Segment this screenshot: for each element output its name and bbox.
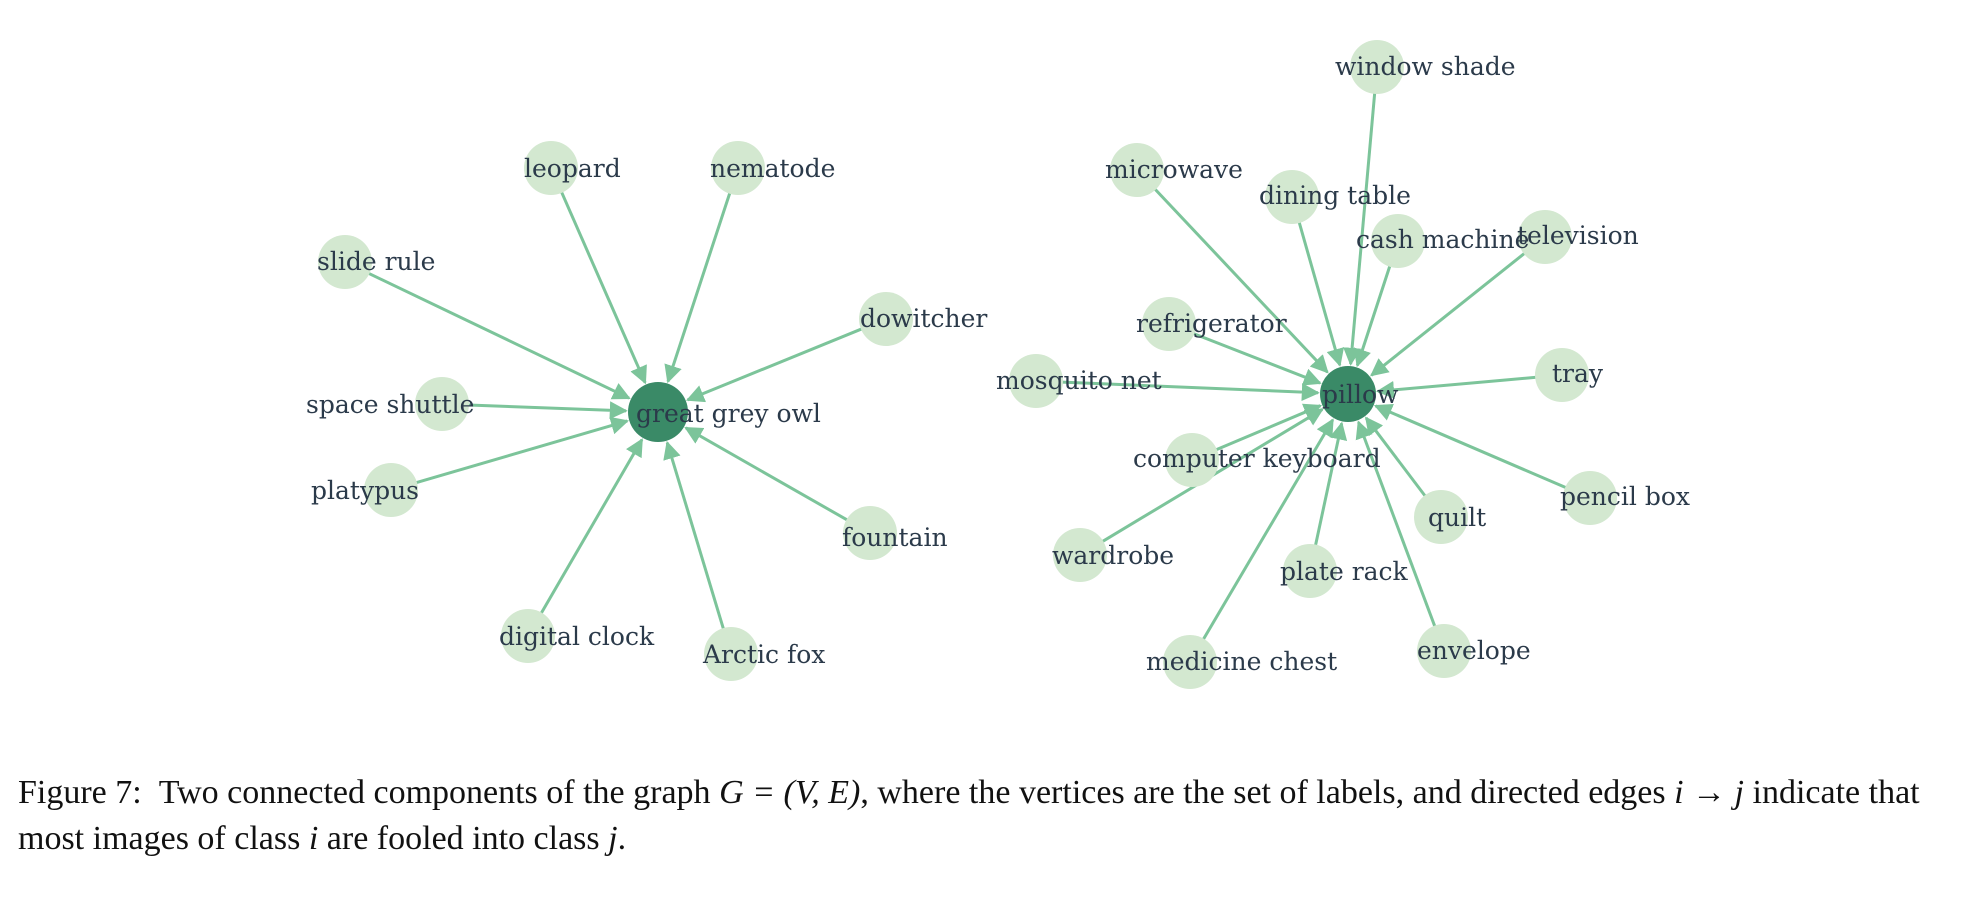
edge-window-shade-to-pillow: [1343, 89, 1377, 366]
node-label-pencil-box: pencil box: [1560, 482, 1690, 511]
node-platypus: [364, 463, 418, 517]
edge-tray-to-pillow: [1376, 375, 1540, 399]
caption-text-1: Two connected components of the graph: [158, 774, 720, 811]
edge-nematode-to-great-grey-owl: [664, 189, 733, 384]
node-refrigerator: [1142, 297, 1196, 351]
node-label-platypus: platypus: [311, 476, 419, 505]
edge-arctic-fox-to-great-grey-owl: [663, 440, 726, 633]
edges-layer: [365, 89, 1570, 643]
nodes-layer: [318, 40, 1617, 689]
edge-envelope-to-pillow: [1355, 420, 1438, 630]
edge-refrigerator-to-pillow: [1189, 330, 1322, 386]
caption-figure-label: Figure 7:: [18, 774, 142, 811]
caption-text-4: are fooled into class: [318, 820, 609, 857]
node-label-plate-rack: plate rack: [1280, 557, 1409, 586]
hub-node-pillow: [1320, 366, 1376, 422]
node-label-dowitcher: dowitcher: [860, 304, 987, 333]
node-label-nematode: nematode: [710, 154, 835, 183]
caption-math-graph: G = (V, E): [719, 774, 861, 811]
node-arctic-fox: [704, 627, 758, 681]
node-envelope: [1417, 624, 1471, 678]
caption-text-3: indicate that most images of class: [18, 774, 1920, 857]
edge-digital-clock-to-great-grey-owl: [538, 438, 644, 617]
node-leopard: [524, 141, 578, 195]
node-wardrobe: [1053, 528, 1107, 582]
hub-label-great-grey-owl: great grey owl: [636, 399, 821, 428]
caption-math-j: j: [608, 820, 618, 857]
node-dining-table: [1265, 170, 1319, 224]
node-label-cash-machine: cash machine: [1356, 225, 1529, 254]
edge-pencil-box-to-pillow: [1373, 403, 1570, 491]
node-nematode: [711, 141, 765, 195]
edge-fountain-to-great-grey-owl: [684, 426, 851, 523]
edge-plate-rack-to-pillow: [1313, 421, 1348, 549]
node-window-shade: [1350, 40, 1404, 94]
node-label-computer-keyboard: computer keyboard: [1133, 444, 1381, 473]
node-tray: [1535, 348, 1589, 402]
caption-math-i: i: [308, 820, 319, 857]
node-label-dining-table: dining table: [1259, 181, 1411, 210]
caption-text-5: .: [617, 820, 627, 857]
node-label-mosquito-net: mosquito net: [996, 366, 1162, 395]
edge-medicine-chest-to-pillow: [1200, 418, 1335, 643]
node-label-space-shuttle: space shuttle: [306, 390, 474, 419]
node-label-slide-rule: slide rule: [317, 247, 435, 276]
edge-cash-machine-to-pillow: [1353, 262, 1393, 368]
graph-figure: leopard nematode slide rule dowitcher space …: [306, 40, 1690, 689]
node-plate-rack: [1283, 544, 1337, 598]
hub-label-pillow: pillow: [1322, 380, 1399, 409]
node-fountain: [843, 506, 897, 560]
node-label-television: television: [1517, 221, 1639, 250]
node-label-envelope: envelope: [1417, 636, 1531, 665]
node-label-microwave: microwave: [1105, 155, 1243, 184]
node-slide-rule: [318, 235, 372, 289]
edge-leopard-to-great-grey-owl: [558, 188, 647, 385]
node-quilt: [1414, 490, 1468, 544]
caption-text-2: , where the vertices are the set of labe…: [860, 774, 1675, 811]
edge-microwave-to-pillow: [1151, 185, 1329, 374]
node-dowitcher: [859, 292, 913, 346]
edge-dowitcher-to-great-grey-owl: [685, 326, 866, 403]
edge-mosquito-net-to-pillow: [1058, 380, 1320, 402]
node-pencil-box: [1563, 471, 1617, 525]
node-digital-clock: [501, 609, 555, 663]
node-label-quilt: quilt: [1428, 503, 1486, 532]
edge-platypus-to-great-grey-owl: [412, 416, 630, 485]
node-label-arctic-fox: Arctic fox: [702, 640, 825, 669]
edge-quilt-to-pillow: [1364, 416, 1429, 500]
node-cash-machine: [1371, 214, 1425, 268]
labels-layer: leopard nematode slide rule dowitcher space …: [306, 52, 1690, 676]
node-space-shuttle: [415, 377, 469, 431]
node-mosquito-net: [1009, 354, 1063, 408]
node-medicine-chest: [1163, 635, 1217, 689]
edge-television-to-pillow: [1370, 250, 1528, 377]
edge-space-shuttle-to-great-grey-owl: [464, 401, 628, 420]
node-label-medicine-chest: medicine chest: [1146, 647, 1337, 676]
node-label-leopard: leopard: [524, 154, 621, 183]
node-label-tray: tray: [1552, 359, 1604, 388]
caption-math-edge: i → j: [1674, 774, 1745, 811]
node-label-refrigerator: refrigerator: [1136, 309, 1287, 338]
node-label-wardrobe: wardrobe: [1052, 541, 1174, 570]
edge-dining-table-to-pillow: [1296, 218, 1345, 367]
node-label-digital-clock: digital clock: [499, 622, 655, 651]
hub-node-great-grey-owl: [628, 382, 688, 442]
node-label-window-shade: window shade: [1335, 52, 1516, 81]
node-label-fountain: fountain: [842, 523, 948, 552]
edge-slide-rule-to-great-grey-owl: [365, 270, 631, 400]
figure-caption: Figure 7: Two connected components of th…: [18, 770, 1973, 862]
node-microwave: [1110, 143, 1164, 197]
node-computer-keyboard: [1165, 433, 1219, 487]
edge-computer-keyboard-to-pillow: [1212, 403, 1323, 453]
node-television: [1518, 210, 1572, 264]
